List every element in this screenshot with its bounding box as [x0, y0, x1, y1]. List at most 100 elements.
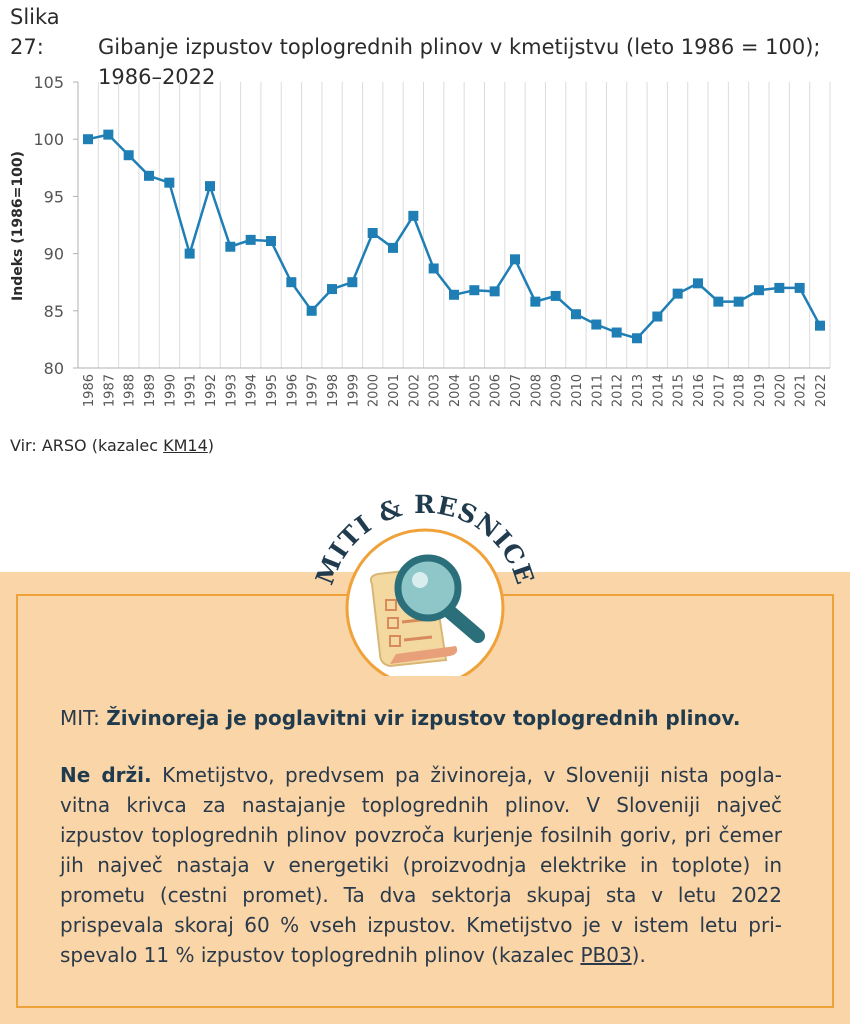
- data-point: [144, 170, 154, 181]
- x-tick-label: 2016: [692, 374, 707, 407]
- series-points: [83, 129, 825, 344]
- x-tick-label: 2018: [733, 374, 748, 407]
- x-tick-label: 2005: [468, 374, 483, 407]
- truth-link-pb03[interactable]: PB03: [580, 943, 632, 967]
- data-point: [103, 129, 114, 140]
- data-point: [286, 277, 297, 288]
- x-tick-label: 1989: [143, 374, 158, 407]
- data-point: [225, 241, 236, 252]
- x-tick-label: 2003: [428, 374, 443, 407]
- source-link-km14[interactable]: KM14: [163, 436, 208, 455]
- data-point: [591, 319, 602, 330]
- x-tick-label: 2014: [651, 374, 666, 407]
- x-tick-label: 1994: [245, 374, 260, 407]
- x-tick-label: 2012: [611, 374, 626, 407]
- x-tick-label: 2021: [794, 374, 809, 407]
- truth-verdict: Ne drži.: [60, 763, 152, 787]
- x-tick-label: 1990: [163, 374, 178, 407]
- myth-text: Živinoreja je poglavitni vir izpustov to…: [106, 706, 741, 730]
- x-tick-label: 2008: [529, 374, 544, 407]
- data-point: [672, 288, 683, 299]
- data-point: [693, 278, 703, 289]
- y-tick-label: 90: [44, 245, 64, 264]
- x-tick-label: 2000: [367, 374, 382, 407]
- x-tick-label: 2001: [387, 374, 402, 407]
- x-tick-label: 1997: [306, 374, 321, 407]
- figure-caption: Slika 27: Gibanje izpustov toplogrednih p…: [10, 2, 840, 92]
- x-tick-label: 2013: [631, 374, 646, 407]
- x-tick-label: 2022: [814, 374, 829, 407]
- data-point: [571, 309, 581, 320]
- source-prefix: Vir: ARSO (kazalec: [10, 436, 164, 455]
- truth-paragraph: Ne drži. Kmetijstvo, predvsem pa živinor…: [60, 760, 782, 970]
- x-tick-label: 1999: [346, 374, 361, 407]
- x-tick-label: 2011: [590, 374, 605, 407]
- x-tick-label: 2009: [550, 374, 565, 407]
- data-point: [123, 150, 134, 161]
- x-tick-label: 2002: [407, 374, 422, 407]
- data-point: [327, 284, 337, 295]
- data-point: [611, 327, 622, 338]
- y-tick-label: 105: [33, 73, 64, 92]
- myths-truths-badge: MITI & RESNICE: [310, 490, 539, 676]
- data-point: [815, 320, 825, 331]
- x-tick-label: 2015: [672, 374, 687, 407]
- series-line: [87, 133, 822, 340]
- data-point: [367, 228, 378, 239]
- x-tick-label: 1995: [265, 374, 280, 407]
- data-point: [428, 263, 439, 274]
- x-tick-label: 1996: [285, 374, 300, 407]
- y-tick-label: 95: [44, 187, 64, 206]
- x-tick-label: 1991: [184, 374, 199, 407]
- data-point: [713, 296, 724, 307]
- x-tick-label: 1988: [123, 374, 138, 407]
- data-point: [83, 134, 93, 145]
- data-point: [530, 296, 541, 307]
- x-tick-label: 1993: [224, 374, 239, 407]
- caption-line1: Gibanje izpustov toplogrednih plinov v k…: [98, 35, 821, 59]
- data-point: [652, 311, 663, 322]
- data-point: [794, 282, 805, 293]
- data-point: [489, 286, 500, 297]
- x-tick-labels: 1986 1987 1988 1989 1990 1991 1992 1993 1994 1995…: [82, 374, 829, 407]
- x-tick-label: 2004: [448, 374, 463, 407]
- data-point: [205, 181, 215, 192]
- myth-prefix: MIT:: [60, 706, 107, 730]
- data-point: [754, 285, 764, 296]
- x-tick-label: 1986: [82, 374, 97, 407]
- data-point: [632, 333, 642, 344]
- myth-statement: MIT: Živinoreja je poglavitni vir izpust…: [60, 704, 800, 732]
- y-axis-label: Indeks (1986=100): [10, 151, 26, 301]
- y-tick-labels: 80 85 90 95 100 105: [33, 73, 64, 378]
- source-suffix: ): [207, 436, 215, 455]
- x-tick-label: 2010: [570, 374, 585, 407]
- data-point: [266, 236, 276, 247]
- truth-text: Kmetijstvo, predvsem pa živinoreja, v Sl…: [60, 763, 782, 967]
- x-tick-label: 2020: [773, 374, 788, 407]
- data-point: [347, 277, 358, 288]
- x-tick-label: 1998: [326, 374, 341, 407]
- data-point: [774, 282, 785, 293]
- data-point: [469, 285, 480, 296]
- x-tick-label: 1987: [102, 374, 117, 407]
- series-path: [87, 133, 822, 340]
- data-point: [510, 254, 520, 265]
- y-tick-label: 100: [33, 130, 64, 149]
- magnifier-icon: [394, 554, 485, 643]
- chart-grid: [77, 82, 831, 368]
- x-tick-label: 2019: [753, 374, 768, 407]
- x-tick-label: 2007: [509, 374, 524, 407]
- data-point: [306, 305, 317, 316]
- caption-line2: 1986–2022: [98, 65, 216, 89]
- x-tick-label: 1992: [204, 374, 219, 407]
- data-point: [184, 248, 195, 259]
- caption-label: Slika 27:: [10, 5, 60, 59]
- source-note: Vir: ARSO (kazalec KM14): [10, 436, 214, 455]
- x-tick-label: 2006: [489, 374, 504, 407]
- truth-suffix: ).: [631, 943, 646, 967]
- y-tick-label: 80: [44, 359, 64, 378]
- y-tick-label: 85: [44, 302, 64, 321]
- data-point: [164, 177, 175, 188]
- data-point: [245, 234, 256, 245]
